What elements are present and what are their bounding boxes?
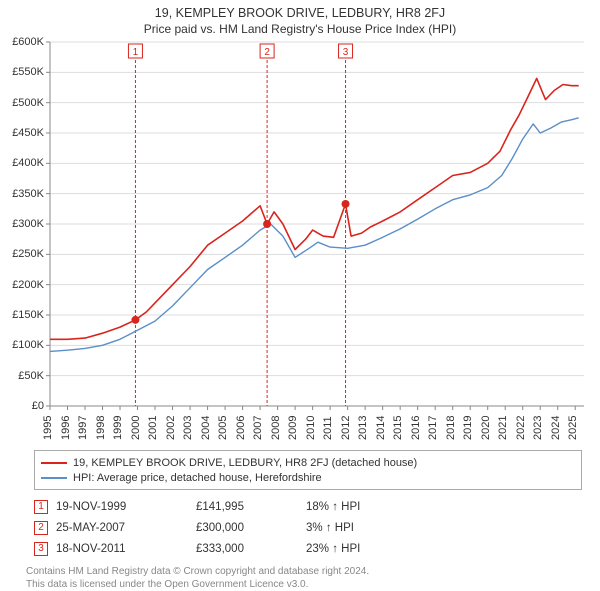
x-tick-label: 1999 — [112, 416, 124, 440]
x-tick-label: 2015 — [392, 416, 404, 440]
x-tick-label: 2001 — [147, 416, 159, 440]
y-tick-label: £500K — [0, 97, 44, 109]
footnote: Contains HM Land Registry data © Crown c… — [26, 565, 582, 591]
x-tick-label: 2008 — [269, 416, 281, 440]
x-tick-label: 2006 — [234, 416, 246, 440]
x-tick-label: 2024 — [549, 416, 561, 440]
x-tick-label: 2023 — [532, 416, 544, 440]
footnote-line: Contains HM Land Registry data © Crown c… — [26, 565, 582, 578]
y-tick-label: £100K — [0, 339, 44, 351]
legend-label: 19, KEMPLEY BROOK DRIVE, LEDBURY, HR8 2F… — [73, 457, 417, 469]
x-tick-label: 1995 — [42, 416, 54, 440]
chart-subtitle: Price paid vs. HM Land Registry's House … — [0, 22, 600, 36]
sales-table: 1 19-NOV-1999 £141,995 18% ↑ HPI 2 25-MA… — [26, 496, 582, 559]
legend-swatch-hpi — [41, 477, 67, 479]
y-tick-label: £350K — [0, 188, 44, 200]
x-tick-label: 2000 — [129, 416, 141, 440]
x-tick-label: 2003 — [182, 416, 194, 440]
sales-hpi: 18% ↑ HPI — [306, 501, 360, 513]
sales-hpi: 3% ↑ HPI — [306, 522, 354, 534]
legend: 19, KEMPLEY BROOK DRIVE, LEDBURY, HR8 2F… — [34, 450, 582, 490]
legend-label: HPI: Average price, detached house, Here… — [73, 472, 322, 484]
chart-title: 19, KEMPLEY BROOK DRIVE, LEDBURY, HR8 2F… — [0, 6, 600, 20]
sales-row: 3 18-NOV-2011 £333,000 23% ↑ HPI — [26, 538, 582, 559]
x-tick-label: 2020 — [479, 416, 491, 440]
x-tick-label: 2017 — [427, 416, 439, 440]
y-tick-label: £300K — [0, 218, 44, 230]
sales-date: 19-NOV-1999 — [56, 501, 196, 513]
sales-price: £141,995 — [196, 501, 306, 513]
x-tick-label: 1998 — [94, 416, 106, 440]
sales-date: 25-MAY-2007 — [56, 522, 196, 534]
y-tick-label: £550K — [0, 66, 44, 78]
x-tick-label: 2002 — [164, 416, 176, 440]
sales-marker-icon: 3 — [34, 542, 48, 556]
x-tick-label: 2019 — [462, 416, 474, 440]
sales-row: 2 25-MAY-2007 £300,000 3% ↑ HPI — [26, 517, 582, 538]
x-tick-label: 2016 — [409, 416, 421, 440]
x-tick-label: 2007 — [252, 416, 264, 440]
y-tick-label: £400K — [0, 157, 44, 169]
x-tick-label: 2025 — [567, 416, 579, 440]
sales-date: 18-NOV-2011 — [56, 543, 196, 555]
x-tick-label: 2009 — [287, 416, 299, 440]
y-tick-label: £200K — [0, 279, 44, 291]
x-tick-label: 2010 — [304, 416, 316, 440]
y-tick-label: £0 — [0, 400, 44, 412]
legend-swatch-property — [41, 462, 67, 464]
y-tick-label: £450K — [0, 127, 44, 139]
y-tick-label: £250K — [0, 248, 44, 260]
sales-price: £333,000 — [196, 543, 306, 555]
svg-text:3: 3 — [343, 47, 349, 58]
x-tick-label: 2011 — [322, 416, 334, 440]
svg-text:2: 2 — [264, 47, 270, 58]
x-tick-label: 1996 — [59, 416, 71, 440]
sales-marker-icon: 2 — [34, 521, 48, 535]
x-tick-label: 2022 — [514, 416, 526, 440]
x-tick-label: 2018 — [444, 416, 456, 440]
y-tick-label: £50K — [0, 370, 44, 382]
sales-marker-icon: 1 — [34, 500, 48, 514]
x-tick-label: 2005 — [217, 416, 229, 440]
sales-row: 1 19-NOV-1999 £141,995 18% ↑ HPI — [26, 496, 582, 517]
y-tick-label: £150K — [0, 309, 44, 321]
x-tick-label: 2012 — [339, 416, 351, 440]
price-chart: 1 2 3 £0 £50K £100K £150K £200K £250K £300K £350K £… — [0, 36, 600, 446]
x-tick-label: 2004 — [199, 416, 211, 440]
y-tick-label: £600K — [0, 36, 44, 48]
x-tick-label: 2014 — [374, 416, 386, 440]
sales-price: £300,000 — [196, 522, 306, 534]
legend-row: HPI: Average price, detached house, Here… — [41, 470, 575, 485]
chart-titles: 19, KEMPLEY BROOK DRIVE, LEDBURY, HR8 2F… — [0, 0, 600, 36]
footnote-line: This data is licensed under the Open Gov… — [26, 578, 582, 591]
legend-row: 19, KEMPLEY BROOK DRIVE, LEDBURY, HR8 2F… — [41, 455, 575, 470]
price-chart-svg: 1 2 3 — [0, 36, 600, 446]
x-tick-label: 2013 — [357, 416, 369, 440]
svg-text:1: 1 — [133, 47, 139, 58]
x-tick-label: 1997 — [77, 416, 89, 440]
x-tick-label: 2021 — [497, 416, 509, 440]
sales-hpi: 23% ↑ HPI — [306, 543, 360, 555]
